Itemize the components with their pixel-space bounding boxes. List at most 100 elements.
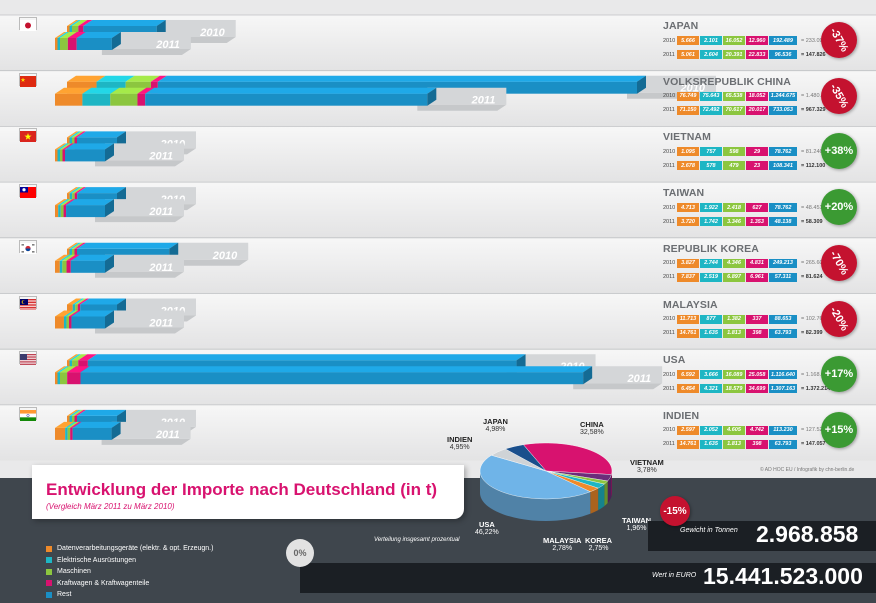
pie-label-name: VIETNAM xyxy=(630,458,664,467)
table-cell-2: 479 xyxy=(723,161,745,171)
table-cell-3: 398 xyxy=(746,439,768,449)
bar-vietnam-2011-seg-1 xyxy=(57,149,60,162)
pie-label-usa: USA 46,22% xyxy=(475,521,499,537)
bar-taiwan-2011-seg-top-4 xyxy=(66,199,114,206)
change-badge-malaysia: -20% xyxy=(821,300,857,337)
table-row-japan-y2010: 2010 5.666 2.101 16.052 12.960 192.489 = 233.0… xyxy=(663,35,826,46)
bar-vietnam-2011-ribbon xyxy=(95,160,184,167)
table-cell-1: 2.101 xyxy=(700,36,722,45)
table-cell-1: 2.604 xyxy=(700,50,722,59)
legend-label: Kraftwagen & Kraftwagenteile xyxy=(57,579,150,587)
value-change-badge: 0% xyxy=(286,539,314,567)
table-cell-2: 18.579 xyxy=(723,384,745,394)
table-cell-0: 14.761 xyxy=(677,439,699,449)
bar-china-2010-seg-top-2 xyxy=(125,75,160,82)
table-cell-4: 1.116.640 xyxy=(769,370,797,380)
bar-taiwan-2011-seg-top-3 xyxy=(63,199,76,206)
bar-india-2010-seg-top-1 xyxy=(69,409,81,416)
table-row-vietnam-y2011: 2011 2.678 578 479 23 108.341 = 112.100 xyxy=(663,160,825,171)
bar-vietnam-2010-seg-top-1 xyxy=(69,131,81,138)
bar-japan-2011-seg-top-4 xyxy=(76,32,121,38)
flag-india xyxy=(20,408,36,421)
bar-korea-2011-seg-1 xyxy=(59,260,63,273)
bar-vietnam-2011-seg-top-3 xyxy=(62,143,74,150)
flag-usa xyxy=(20,352,36,366)
pie-caption: Verteilung insgesamt prozentual xyxy=(374,537,460,543)
bar-korea-2011-seg-top-4 xyxy=(70,254,114,261)
bar-taiwan-2011-seg-top-2 xyxy=(60,199,73,206)
legend-item: Datenverarbeitungsgeräte (elektr. & opt.… xyxy=(46,545,213,552)
bar-usa-2011-seg-top-0 xyxy=(55,366,67,373)
table-row-malaysia-y2011: 2011 14.761 1.635 1.813 398 63.793 = 82.399 xyxy=(663,328,823,339)
bar-malaysia-2010-seg-top-3 xyxy=(77,298,90,305)
table-cell-1: 1.635 xyxy=(700,439,722,449)
value-label: Wert in EURO xyxy=(652,572,697,579)
country-name-taiwan: TAIWAN xyxy=(663,187,705,200)
table-row-japan-y2011: 2011 5.061 2.604 20.391 22.833 96.536 = 147.82… xyxy=(663,49,826,60)
bar-vietnam-2010-seg-top-2 xyxy=(72,131,84,138)
pie-label-value: 2,78% xyxy=(552,545,573,552)
table-cell-2: 1.813 xyxy=(723,328,745,338)
bar-usa-2011-seg-4 xyxy=(80,372,584,385)
table-row-china-y2011: 2011 71.150 72.492 70.617 20.017 733.053 = 967… xyxy=(663,105,826,116)
table-total: = 127.526 xyxy=(801,427,826,434)
bar-india-2011-ribbon xyxy=(101,438,191,445)
bar-usa-2011-seg-top-1 xyxy=(57,366,69,373)
copyright: © AD HOC EU / Infografik by chn-berlin.d… xyxy=(760,467,855,473)
bar-malaysia-2011-seg-2 xyxy=(66,316,69,329)
bar-china-2011-seg-top-2 xyxy=(110,87,147,94)
value-change-text: 0% xyxy=(293,548,307,558)
table-year: 2011 xyxy=(663,274,675,281)
bar-taiwan-2011-ribbon xyxy=(95,216,184,223)
bar-malaysia-2011-seg-4 xyxy=(71,316,105,329)
country-name-india: INDIEN xyxy=(663,409,700,422)
bar-japan-2011-ribbon xyxy=(101,49,191,55)
pie-label-name: KOREA xyxy=(585,536,613,545)
table-total: = 82.399 xyxy=(801,330,823,336)
bar-malaysia-2011-seg-top-0 xyxy=(55,310,73,317)
table-cell-2: 4.346 xyxy=(723,258,745,268)
pie-label-value: 2,75% xyxy=(588,545,609,552)
flag-malaysia xyxy=(20,297,36,310)
bar-vietnam-2011-seg-top-4 xyxy=(65,143,114,150)
table-cell-2: 6.897 xyxy=(723,272,745,282)
bar-japan-2010-seg-top-0 xyxy=(67,20,79,26)
table-year: 2011 xyxy=(663,218,675,225)
bar-taiwan-2011-year-label: 2011 xyxy=(148,206,173,218)
table-total: = 102.763 xyxy=(801,316,826,322)
pie-label-value: 32,58% xyxy=(580,429,604,436)
table-cell-3: 1.353 xyxy=(746,217,768,227)
legend-swatch xyxy=(46,580,52,586)
bar-korea-2010-seg-top-0 xyxy=(67,242,79,249)
bar-japan-2010-seg-top-4 xyxy=(83,20,166,26)
bar-china-2011-year-label: 2011 xyxy=(471,95,496,107)
bar-korea-2010-seg-2 xyxy=(72,248,75,261)
bar-vietnam-2010-seg-top-3 xyxy=(74,131,86,138)
bar-taiwan-2011-seg-0 xyxy=(55,205,59,218)
table-cell-4: 113.230 xyxy=(769,425,797,435)
table-total: = 147.057 xyxy=(801,441,826,448)
bar-malaysia-2010-seg-top-0 xyxy=(67,298,82,305)
bar-japan-2011-seg-top-1 xyxy=(57,32,69,38)
table-cell-0: 1.095 xyxy=(677,147,699,157)
table-cell-0: 5.061 xyxy=(677,50,699,59)
bar-japan-2011-side xyxy=(111,32,121,50)
bar-taiwan-2010-seg-top-3 xyxy=(74,187,87,194)
bar-usa-2010-seg-top-2 xyxy=(72,354,88,361)
pie-label-value: 3,78% xyxy=(636,467,657,474)
legend-item: Elektrische Ausrüstungen xyxy=(46,557,136,564)
bar-usa-2010-seg-top-3 xyxy=(78,354,97,361)
table-total: = 1.168.006 xyxy=(801,371,831,378)
table-cell-1: 75.643 xyxy=(700,91,722,101)
table-cell-1: 1.742 xyxy=(700,217,722,227)
table-cell-1: 2.519 xyxy=(700,272,722,282)
bar-vietnam-2010-seg-top-4 xyxy=(77,131,126,138)
bar-japan-2011-ribbon-face xyxy=(111,32,191,49)
bar-korea-2011-seg-top-2 xyxy=(62,254,76,261)
bar-taiwan-2011-seg-1 xyxy=(58,205,61,218)
bar-china-2011-side xyxy=(427,87,437,106)
bar-chart: 2010 2011 2010 2011 2010 2011 2010 2011 2010 2011… xyxy=(0,14,876,461)
bar-india-2010-seg-top-0 xyxy=(67,409,79,416)
bar-korea-2010-ribbon-face xyxy=(169,242,249,260)
value-stripe xyxy=(300,563,876,593)
